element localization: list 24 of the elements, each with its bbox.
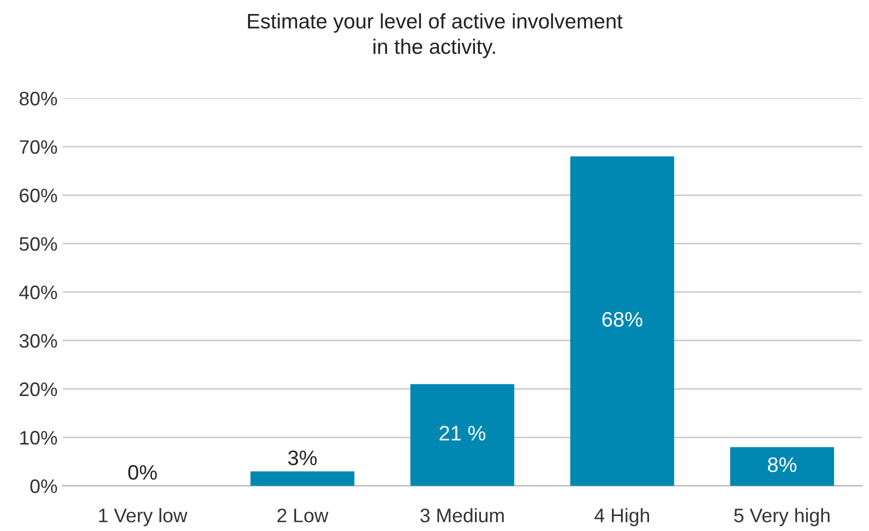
bar: [570, 156, 674, 486]
data-label: 21 %: [440, 426, 486, 440]
data-label: 3%: [288, 450, 317, 466]
y-tick-label: 40%: [19, 286, 58, 300]
bar: [730, 447, 834, 486]
bar: [250, 471, 354, 486]
y-tick-label: 20%: [20, 382, 58, 396]
data-label: 0%: [128, 465, 157, 480]
x-tick-label: 5 Very high: [734, 508, 830, 526]
x-tick-label: 1 Very low: [99, 508, 188, 526]
y-tick-label: 70%: [20, 140, 58, 154]
data-label: 8%: [768, 457, 796, 472]
y-tick-label: 50%: [20, 237, 58, 251]
y-tick-label: 60%: [20, 188, 58, 202]
x-tick-label: 2 Low: [277, 508, 328, 522]
x-tick-label: 3 Medium: [420, 508, 504, 522]
data-label: 68%: [602, 312, 642, 327]
y-tick-label: 0%: [30, 479, 58, 494]
y-tick-label: 30%: [20, 334, 58, 348]
chart-title: Estimate your level of active involvement in the activity.: [248, 13, 623, 58]
x-tick-label: 4 High: [594, 508, 650, 526]
bar: [410, 384, 514, 486]
y-tick-label: 10%: [20, 430, 58, 445]
y-tick-label: 80%: [20, 92, 58, 106]
